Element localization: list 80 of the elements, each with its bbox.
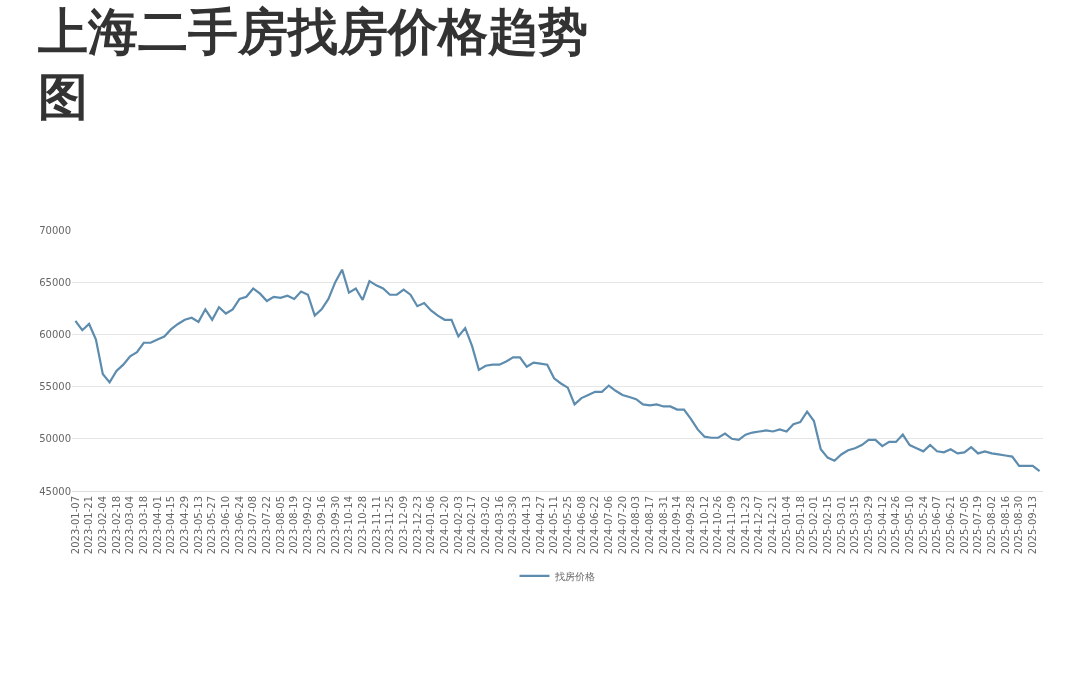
x-tick-label: 2024-10-12 xyxy=(698,496,710,555)
x-tick-label: 2023-12-23 xyxy=(411,496,423,555)
x-tick-label: 2023-11-11 xyxy=(370,496,382,555)
x-tick-label: 2024-12-07 xyxy=(753,496,765,555)
x-tick-label: 2025-01-18 xyxy=(794,496,806,555)
x-tick-label: 2023-09-30 xyxy=(329,496,341,555)
y-tick-label: 50000 xyxy=(39,433,71,445)
x-tick-label: 2023-10-28 xyxy=(356,496,368,555)
x-tick-label: 2024-04-13 xyxy=(520,496,532,555)
x-tick-label: 2023-09-02 xyxy=(302,496,314,555)
y-tick-label: 65000 xyxy=(39,276,71,288)
x-tick-label: 2023-06-24 xyxy=(233,496,245,555)
x-tick-label: 2024-01-06 xyxy=(425,496,437,555)
x-tick-label: 2023-08-05 xyxy=(274,496,286,555)
x-tick-label: 2024-08-31 xyxy=(657,496,669,555)
x-tick-label: 2023-03-18 xyxy=(138,496,150,555)
y-tick-label: 60000 xyxy=(39,328,71,340)
x-tick-label: 2024-12-21 xyxy=(767,496,779,555)
x-tick-label: 2024-03-30 xyxy=(507,496,519,555)
x-tick-label: 2025-03-15 xyxy=(849,496,861,555)
x-tick-label: 2025-08-16 xyxy=(999,496,1011,555)
x-tick-label: 2024-05-11 xyxy=(548,496,560,555)
x-tick-label: 2024-08-03 xyxy=(630,496,642,555)
x-tick-label: 2025-02-15 xyxy=(821,496,833,555)
x-tick-label: 2023-04-29 xyxy=(179,496,191,555)
x-tick-label: 2025-05-10 xyxy=(903,496,915,555)
x-tick-label: 2024-01-20 xyxy=(438,496,450,555)
x-tick-label: 2023-10-14 xyxy=(343,496,355,555)
x-tick-label: 2023-04-01 xyxy=(151,496,163,555)
x-tick-label: 2024-09-28 xyxy=(685,496,697,555)
x-tick-label: 2025-08-30 xyxy=(1013,496,1025,555)
line-series xyxy=(74,268,1041,473)
x-tick-label: 2024-09-14 xyxy=(671,496,683,555)
x-tick-label: 2023-07-22 xyxy=(261,496,273,555)
y-tick-label: 55000 xyxy=(39,381,71,393)
x-tick-label: 2023-07-08 xyxy=(247,496,259,555)
x-tick-label: 2023-02-18 xyxy=(110,496,122,555)
x-tick-label: 2024-07-20 xyxy=(616,496,628,555)
x-tick-label: 2024-03-02 xyxy=(479,496,491,555)
x-tick-label: 2025-03-29 xyxy=(862,496,874,555)
x-tick-label: 2025-02-01 xyxy=(808,496,820,555)
chart-title: 上海二手房找房价格趋势图 xyxy=(36,3,588,126)
x-tick-label: 2025-07-19 xyxy=(972,496,984,555)
x-tick-label: 2025-05-24 xyxy=(917,496,929,555)
x-tick-label: 2024-10-26 xyxy=(712,496,724,555)
x-tick-label: 2024-07-06 xyxy=(603,496,615,555)
x-tick-label: 2023-12-09 xyxy=(397,496,409,555)
x-tick-label: 2025-08-02 xyxy=(985,496,997,555)
x-tick-label: 2023-02-04 xyxy=(97,496,109,555)
x-tick-label: 2023-01-21 xyxy=(83,496,95,555)
x-tick-label: 2023-08-19 xyxy=(288,496,300,555)
x-tick-label: 2023-03-04 xyxy=(124,496,136,555)
x-tick-label: 2024-02-03 xyxy=(452,496,464,555)
x-tick-label: 2024-11-23 xyxy=(739,496,751,555)
x-tick-label: 2025-01-04 xyxy=(780,496,792,555)
x-tick-label: 2023-09-16 xyxy=(315,496,327,555)
legend-label: 找房价格 xyxy=(553,570,595,582)
x-tick-label: 2024-05-25 xyxy=(562,496,574,555)
x-tick-label: 2024-06-08 xyxy=(575,496,587,555)
x-tick-label: 2025-07-05 xyxy=(958,496,970,555)
x-tick-label: 2024-08-17 xyxy=(644,496,656,555)
y-tick-label: 70000 xyxy=(39,224,71,236)
x-tick-label: 2023-11-25 xyxy=(384,496,396,555)
x-tick-label: 2023-01-07 xyxy=(69,496,81,555)
x-tick-label: 2025-03-01 xyxy=(835,496,847,555)
x-tick-label: 2024-11-09 xyxy=(726,496,738,555)
x-tick-label: 2025-04-12 xyxy=(876,496,888,555)
x-tick-label: 2025-09-13 xyxy=(1026,496,1038,555)
x-tick-label: 2024-02-17 xyxy=(466,496,478,555)
x-tick-label: 2025-06-21 xyxy=(944,496,956,555)
x-tick-label: 2024-04-27 xyxy=(534,496,546,555)
x-tick-label: 2023-04-15 xyxy=(165,496,177,555)
x-tick-label: 2024-06-22 xyxy=(589,496,601,555)
y-tick-label: 45000 xyxy=(39,485,71,497)
x-tick-label: 2025-04-26 xyxy=(890,496,902,555)
x-tick-label: 2023-05-13 xyxy=(192,496,204,555)
x-tick-label: 2025-06-07 xyxy=(931,496,943,555)
x-tick-label: 2023-05-27 xyxy=(206,496,218,555)
x-tick-label: 2023-06-10 xyxy=(220,496,232,555)
x-tick-label: 2024-03-16 xyxy=(493,496,505,555)
